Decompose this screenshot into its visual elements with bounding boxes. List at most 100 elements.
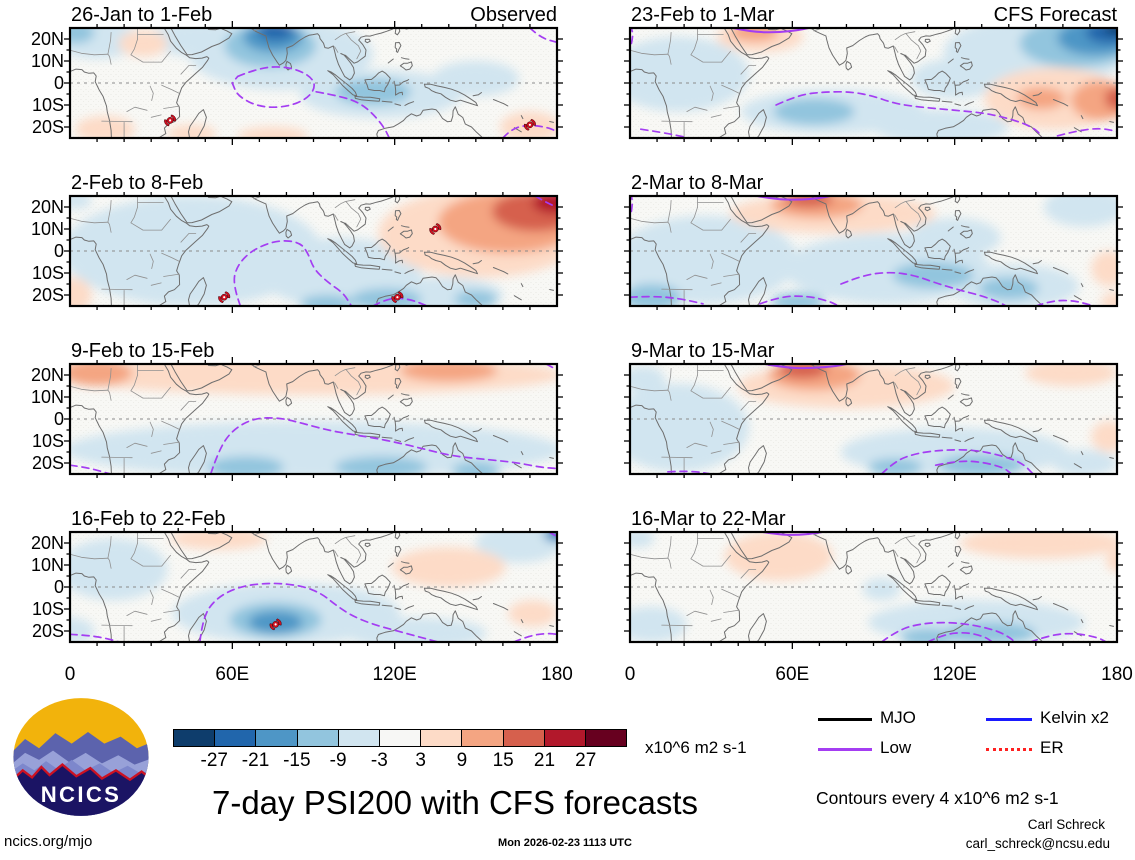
tropical-cyclone-icon [218, 291, 231, 304]
lon-label-60e: 60E [215, 664, 250, 685]
colorbar-tick-21: 21 [533, 750, 556, 771]
colorbar-tick--9: -9 [329, 750, 347, 771]
map-2-mar-to-8-mar [624, 189, 1123, 313]
wave-contour [756, 196, 832, 201]
lat-label-0: 0 [53, 241, 64, 261]
lat-label-20n: 20N [30, 533, 64, 553]
wave-contour [731, 28, 810, 34]
colorbar-cell-c8 [462, 730, 504, 746]
wave-contour [70, 464, 112, 474]
colorbar-cell-c1 [174, 730, 216, 746]
lat-label-20s: 20S [31, 285, 64, 305]
column-header: CFS Forecast [993, 4, 1117, 26]
colorbar-cell-c10 [544, 730, 586, 746]
wave-contour [667, 470, 713, 474]
lat-label-0: 0 [53, 73, 64, 93]
colorbar [173, 729, 627, 747]
panel-title: 2-Feb to 8-Feb [71, 172, 204, 194]
legend-line-mjo [818, 718, 872, 721]
map-26-jan-to-1-feb [64, 21, 563, 145]
wave-contour [70, 633, 120, 642]
legend-line-low [818, 748, 872, 751]
legend-label-kelvin: Kelvin x2 [1040, 708, 1109, 727]
colorbar-tick--15: -15 [283, 750, 311, 771]
credit-email: carl_schreck@ncsu.edu [965, 836, 1110, 851]
colorbar-tick--3: -3 [370, 750, 388, 771]
colorbar-tick--21: -21 [241, 750, 270, 771]
panel-26-jan-to-1-feb: 26-Jan to 1-Feb Observed [64, 4, 563, 145]
colorbar-tick-27: 27 [575, 750, 597, 771]
logo-base [13, 764, 149, 816]
tropical-cyclone-icon [269, 618, 282, 631]
tropical-cyclone-icon [391, 291, 404, 304]
lon-label-60e: 60E [775, 664, 810, 685]
credit-name: Carl Schreck [1027, 817, 1105, 832]
lon-label-120e: 120E [932, 664, 977, 685]
wave-contour [209, 417, 557, 474]
logo-ridge-line [13, 763, 149, 782]
legend-label-mjo: MJO [880, 708, 916, 727]
wave-contour [840, 271, 1007, 306]
panel-16-feb-to-22-feb: 16-Feb to 22-Feb [64, 508, 563, 649]
lat-label-20s: 20S [31, 117, 64, 137]
wave-contour [764, 364, 848, 370]
colorbar-cell-c3 [256, 730, 298, 746]
map-23-feb-to-1-mar [624, 21, 1123, 145]
site-link[interactable]: ncics.org/mjo [4, 833, 93, 850]
colorbar-cell-c7 [421, 730, 463, 746]
lat-label-10s: 10S [31, 599, 64, 619]
lat-label-10n: 10N [30, 219, 64, 239]
panel-title: 9-Feb to 15-Feb [71, 340, 215, 362]
colorbar-tick--27: -27 [200, 750, 228, 771]
wave-contour [639, 128, 685, 138]
lon-label-180: 180 [541, 664, 573, 685]
legend-label-low: Low [880, 738, 912, 757]
colorbar-tick-3: 3 [415, 750, 426, 771]
colorbar-cell-c4 [297, 730, 339, 746]
lat-label-20s: 20S [31, 621, 64, 641]
lat-label-0: 0 [53, 409, 64, 429]
lon-label-180: 180 [1101, 664, 1133, 685]
panel-title: 23-Feb to 1-Mar [631, 4, 775, 26]
wave-contour [1056, 127, 1117, 137]
lat-label-20n: 20N [30, 29, 64, 49]
colorbar-cell-c2 [215, 730, 257, 746]
colorbar-tick-9: 9 [456, 750, 468, 771]
wave-contour [880, 448, 1034, 474]
colorbar-cell-c6 [379, 730, 422, 746]
wave-contour [233, 240, 353, 306]
wave-contour [534, 196, 557, 208]
wave-contour [315, 90, 391, 138]
panel-title: 9-Mar to 15-Mar [631, 340, 775, 362]
map-16-feb-to-22-feb [64, 525, 563, 649]
wave-contour [630, 295, 704, 305]
panel-16-mar-to-22-mar: 16-Mar to 22-Mar [624, 508, 1123, 649]
legend-label-er: ER [1040, 738, 1064, 757]
tropical-cyclone-icon [523, 118, 536, 131]
panel-title: 26-Jan to 1-Feb [71, 4, 213, 26]
legend-line-kelvin [986, 718, 1032, 721]
wave-contour [775, 90, 1043, 138]
tropical-cyclone-icon [164, 114, 177, 127]
lat-label-10s: 10S [31, 263, 64, 283]
column-header: Observed [470, 4, 557, 26]
colorbar-cell-c9 [503, 730, 545, 746]
lat-label-0: 0 [53, 577, 64, 597]
lat-label-10n: 10N [30, 387, 64, 407]
panel-2-feb-to-8-feb: 2-Feb to 8-Feb [64, 172, 563, 313]
legend-line-er [986, 748, 1032, 751]
lat-label-10n: 10N [30, 555, 64, 575]
map-16-mar-to-22-mar [624, 525, 1123, 649]
lat-label-10n: 10N [30, 51, 64, 71]
wave-contour [231, 66, 315, 109]
wave-contour [759, 295, 840, 306]
panel-2-mar-to-8-mar: 2-Mar to 8-Mar [624, 172, 1123, 313]
lon-label-0: 0 [64, 664, 76, 685]
wave-contour [926, 631, 994, 642]
colorbar-tick-15: 15 [492, 750, 514, 771]
lat-label-10s: 10S [31, 95, 64, 115]
wave-contour [1034, 299, 1091, 306]
wave-contour [512, 632, 557, 642]
lon-label-0: 0 [624, 664, 636, 685]
